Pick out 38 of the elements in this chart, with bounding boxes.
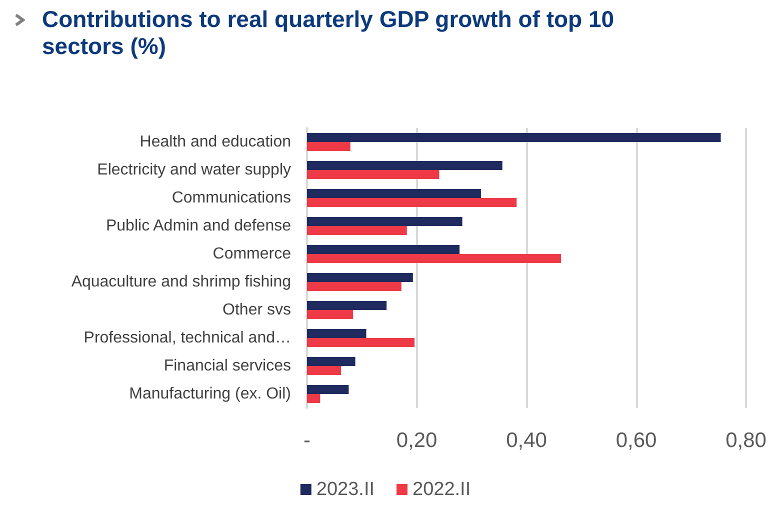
bar bbox=[307, 189, 481, 198]
bar bbox=[307, 142, 350, 151]
y-tick-label: Communications bbox=[172, 190, 291, 206]
x-tick-label: 0,40 bbox=[506, 429, 547, 452]
bar bbox=[307, 245, 460, 254]
y-tick-label: Health and education bbox=[140, 134, 291, 150]
legend-label: 2022.II bbox=[412, 479, 471, 500]
bar bbox=[307, 273, 413, 282]
y-tick-label: Other svs bbox=[222, 302, 291, 318]
bar bbox=[307, 394, 320, 403]
x-tick-label: 0,20 bbox=[396, 429, 438, 452]
bar bbox=[307, 310, 354, 319]
bar bbox=[307, 301, 387, 310]
y-tick-label: Manufacturing (ex. Oil) bbox=[129, 386, 291, 402]
bar bbox=[307, 385, 349, 394]
y-tick-label: Financial services bbox=[164, 358, 291, 374]
bar bbox=[307, 198, 517, 207]
bar bbox=[307, 329, 366, 338]
bar bbox=[307, 217, 462, 226]
bar bbox=[307, 282, 402, 291]
x-tick-label: 0,60 bbox=[616, 429, 657, 452]
y-tick-label: Commerce bbox=[212, 246, 292, 262]
bar bbox=[307, 226, 407, 235]
bar bbox=[307, 254, 562, 263]
bar bbox=[307, 170, 440, 179]
bar bbox=[307, 357, 356, 366]
bar bbox=[307, 133, 721, 142]
legend-label: 2023.II bbox=[316, 479, 375, 500]
bar bbox=[307, 161, 502, 170]
x-tick-label: - bbox=[304, 429, 310, 452]
y-tick-label: Aquaculture and shrimp fishing bbox=[71, 274, 291, 290]
bar bbox=[307, 366, 342, 375]
chart-title: Contributions to real quarterly GDP growth of top 10 sectors (%) bbox=[42, 6, 616, 60]
y-tick-label: Public Admin and defense bbox=[106, 218, 292, 234]
y-tick-label: Electricity and water supply bbox=[97, 162, 291, 178]
x-tick-label: 0,80 bbox=[726, 429, 766, 452]
y-tick-label: Professional, technical and… bbox=[84, 330, 291, 346]
bar bbox=[307, 338, 415, 347]
